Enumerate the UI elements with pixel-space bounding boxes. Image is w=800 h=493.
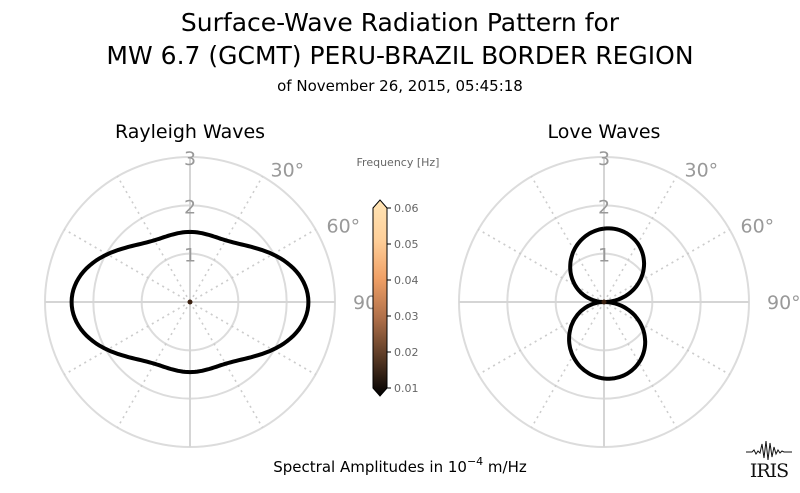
colorbar-bar	[372, 199, 388, 397]
love-grid-spoke	[603, 301, 730, 376]
rayleigh-radial-tick-label: 1	[184, 245, 196, 267]
rayleigh-radial-tick-label: 2	[184, 196, 196, 218]
love-grid-spoke	[478, 301, 605, 376]
rayleigh-grid-spoke	[189, 301, 316, 376]
colorbar-tick-label: 0.05	[394, 238, 419, 251]
logo-text: IRIS	[749, 460, 789, 482]
love-grid-spoke	[603, 228, 730, 303]
colorbar-label: Frequency [Hz]	[357, 156, 440, 169]
love-radial-tick-label: 3	[598, 148, 610, 170]
love-grid-spoke	[603, 176, 678, 303]
love-panel-title: Love Waves	[548, 121, 661, 143]
love-polar-plot: 1 2 3 30° 60° 90° Love Waves	[458, 121, 800, 448]
rayleigh-grid-spoke	[189, 228, 316, 303]
love-angle-tick-label: 30°	[685, 159, 719, 181]
seismogram-icon	[746, 440, 792, 461]
colorbar-tick-label: 0.06	[394, 202, 419, 215]
love-center-point	[601, 299, 607, 305]
footer-caption: Spectral Amplitudes in 10−4 m/Hz	[0, 455, 800, 476]
colorbar-tick-label: 0.04	[394, 274, 419, 287]
frequency-colorbar: Frequency [Hz] 0.06 0.05 0.04 0.03 0.02 0.01	[357, 156, 440, 397]
rayleigh-angle-tick-label: 30°	[271, 159, 305, 181]
love-grid-spoke	[478, 228, 605, 303]
love-grid-spoke	[603, 301, 678, 428]
chart-title-line2: MW 6.7 (GCMT) PERU-BRAZIL BORDER REGION	[106, 41, 694, 70]
chart-title-line1: Surface-Wave Radiation Pattern for	[180, 8, 620, 37]
iris-logo: IRIS	[744, 438, 794, 482]
love-angle-tick-label: 60°	[741, 216, 775, 238]
chart-title-date: of November 26, 2015, 05:45:18	[277, 77, 523, 95]
love-pattern-line	[567, 226, 648, 381]
rayleigh-center-point	[187, 299, 193, 305]
colorbar-tick-label: 0.01	[394, 382, 419, 395]
love-radial-tick-label: 2	[598, 196, 610, 218]
rayleigh-grid-spoke	[64, 301, 191, 376]
love-grid-spoke	[530, 301, 605, 428]
rayleigh-panel-title: Rayleigh Waves	[115, 121, 265, 143]
rayleigh-pattern-line	[69, 229, 311, 375]
footer-exponent: −4	[466, 455, 484, 468]
rayleigh-angle-tick-label: 60°	[327, 216, 361, 238]
footer-suffix: m/Hz	[483, 458, 527, 476]
rayleigh-radial-tick-label: 3	[184, 148, 196, 170]
footer-prefix: Spectral Amplitudes in 10	[273, 458, 467, 476]
love-radial-tick-label: 1	[598, 245, 610, 267]
colorbar-tick-label: 0.02	[394, 346, 419, 359]
colorbar-tick-label: 0.03	[394, 310, 419, 323]
love-grid-spoke	[530, 176, 605, 303]
love-angle-tick-label: 90°	[767, 292, 800, 314]
rayleigh-grid-spoke	[64, 228, 191, 303]
